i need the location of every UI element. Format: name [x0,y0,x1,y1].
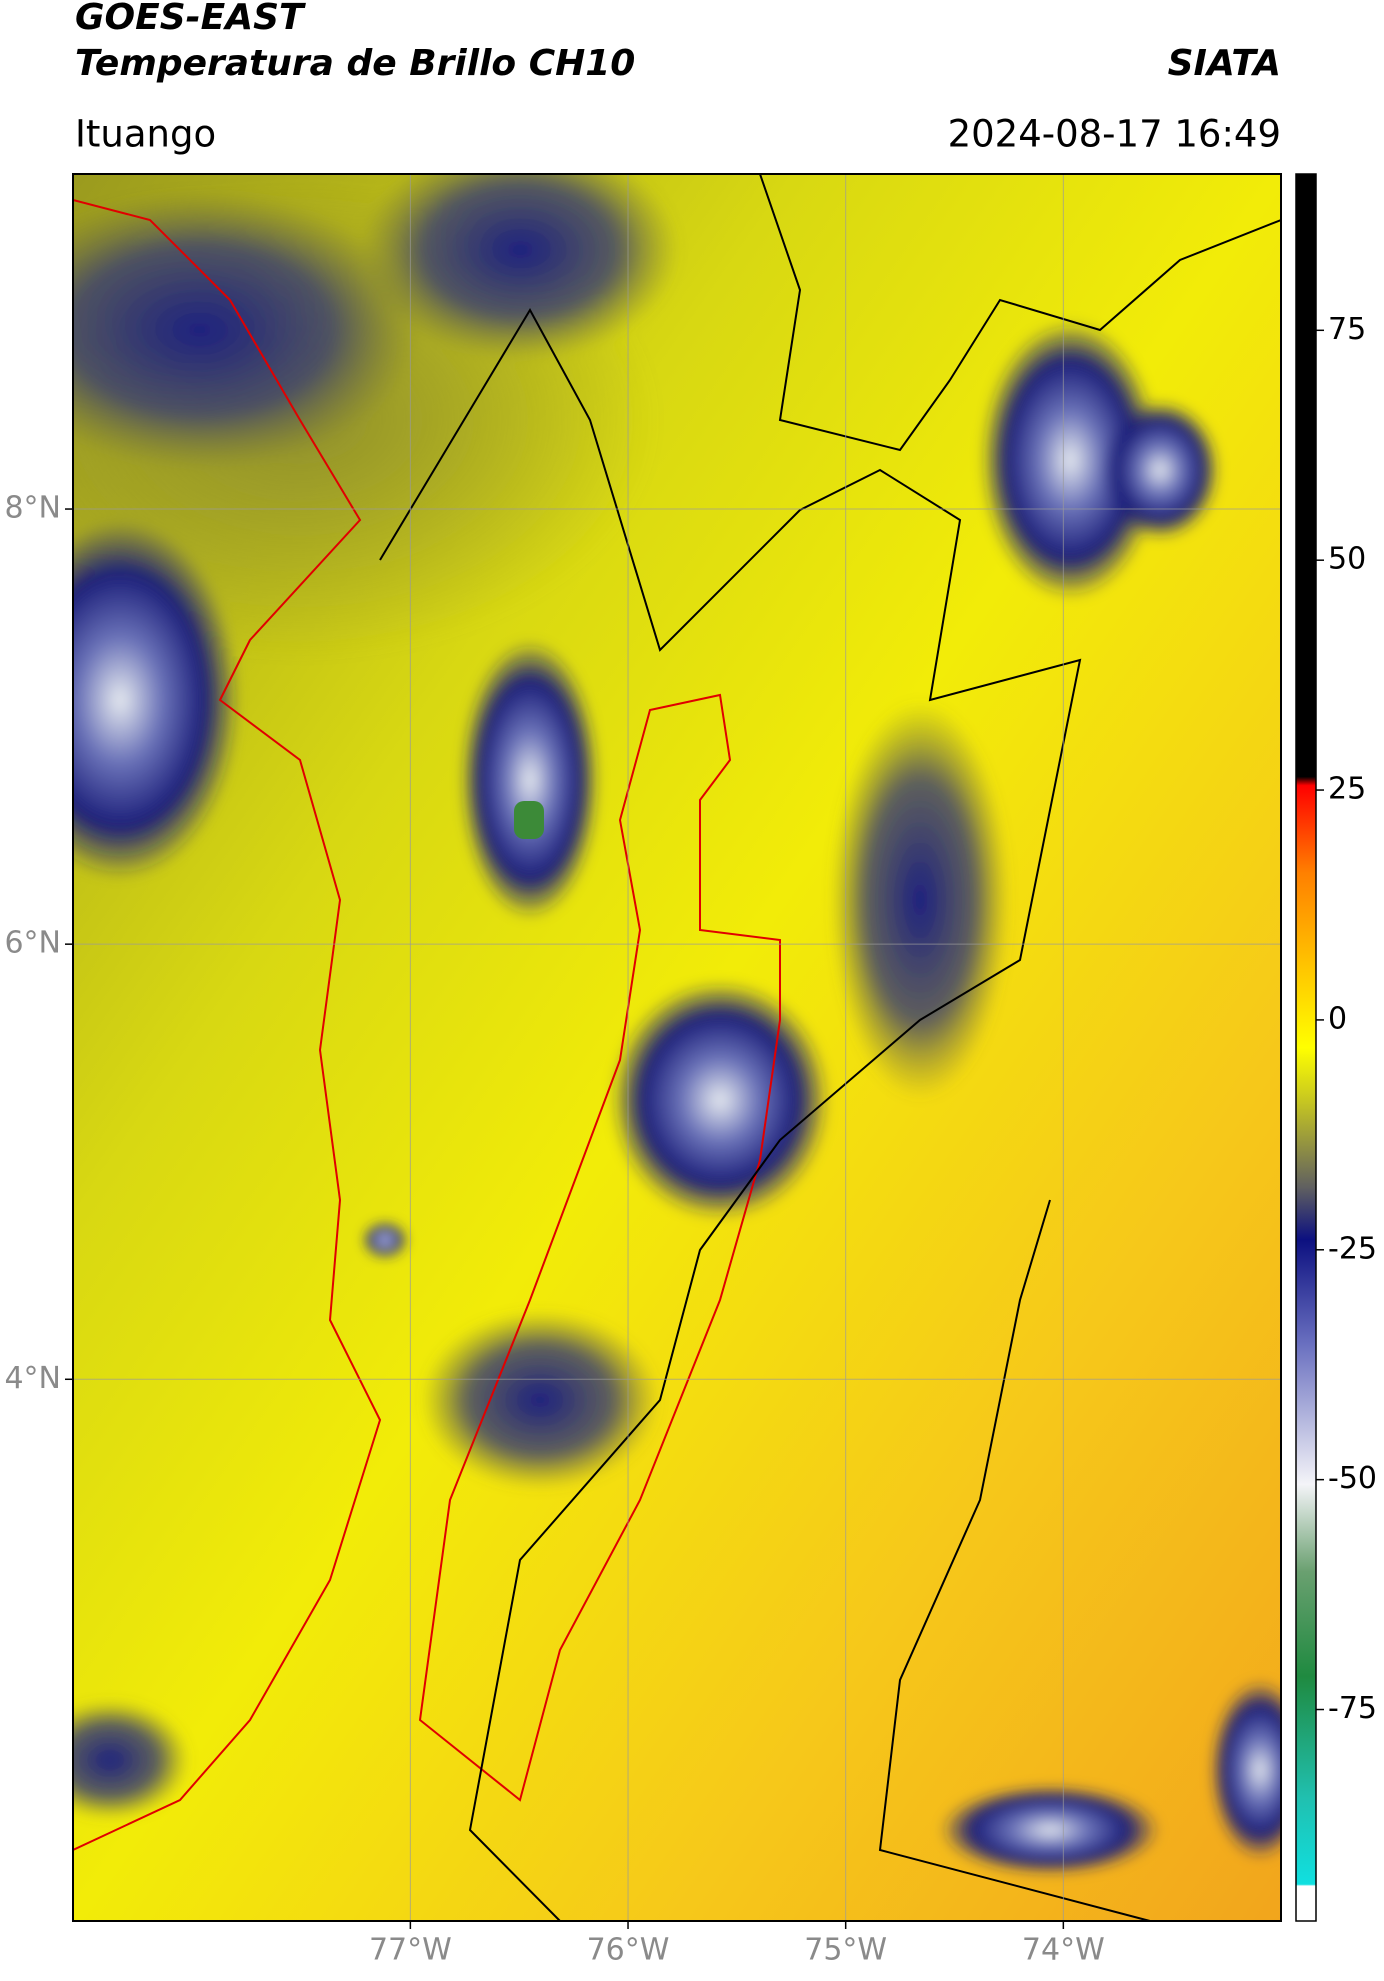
lat-label: 4°N [4,1361,61,1396]
brand: SIATA [1168,43,1281,84]
colorbar-label: 25 [1328,772,1366,807]
colorbar [1295,173,1317,1922]
lon-label: 75°W [804,1933,887,1968]
lat-label: 8°N [4,491,61,526]
colorbar-label: 0 [1328,1001,1347,1036]
gridlines [65,174,1281,1929]
colorbar-label: 75 [1328,312,1366,347]
lon-label: 77°W [369,1933,452,1968]
colorbar-label: 50 [1328,542,1366,577]
timestamp: 2024-08-17 16:49 [948,113,1281,156]
lon-label: 74°W [1022,1933,1105,1968]
map-image [73,174,1281,1921]
lat-label: 6°N [4,926,61,961]
title: GOES-EAST [75,0,306,38]
lon-label: 76°W [587,1933,670,1968]
location: Ituango [75,113,216,156]
colorbar-label: -25 [1328,1231,1377,1266]
subtitle: Temperatura de Brillo CH10 [75,43,635,84]
map-frame [72,173,1282,1922]
colorbar-label: -50 [1328,1461,1377,1496]
colorbar-label: -75 [1328,1691,1377,1726]
